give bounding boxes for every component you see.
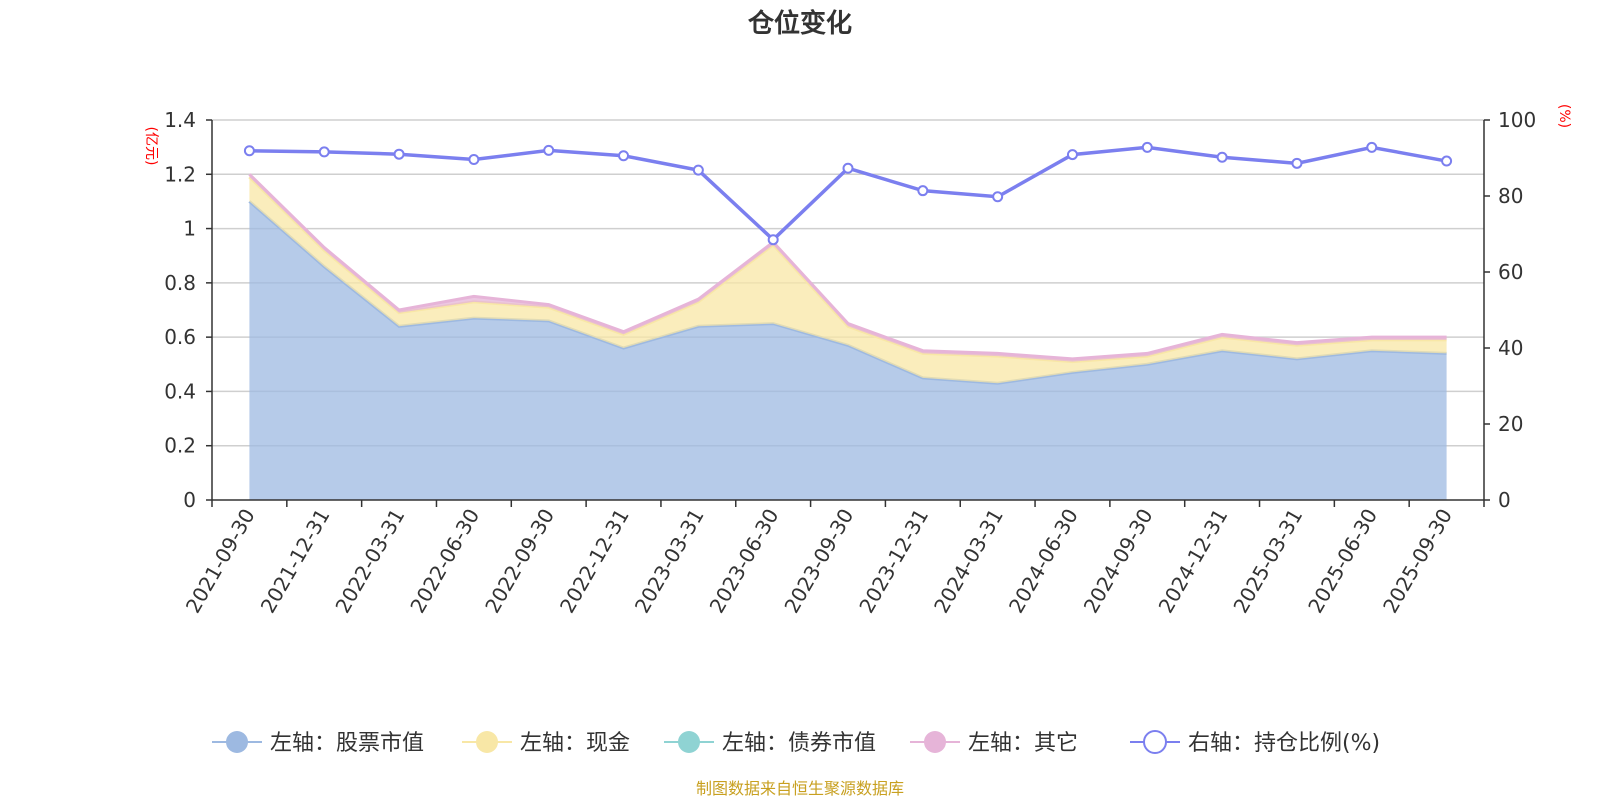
right-axis-label: 0	[1498, 488, 1511, 512]
left-axis-label: 1	[183, 217, 196, 241]
holding-ratio-point	[767, 234, 779, 246]
x-axis-label: 2023-09-30	[779, 505, 858, 618]
x-axis-label: 2025-09-30	[1378, 505, 1457, 618]
legend-label: 右轴：持仓比例(%)	[1188, 731, 1380, 756]
legend: 左轴：股票市值 左轴：现金 左轴：债券市值 左轴：其它 右轴：持仓比例(%)	[212, 730, 1380, 756]
x-axis-label: 2024-12-31	[1154, 505, 1233, 618]
holding-ratio-point	[917, 185, 929, 197]
x-axis-label: 2024-06-30	[1004, 505, 1083, 618]
holding-ratio-point	[1216, 151, 1228, 163]
legend-marker	[924, 731, 946, 753]
x-axis-label: 2022-12-31	[555, 505, 634, 618]
x-axis-label: 2023-12-31	[854, 504, 933, 617]
left-axis-label: 1.2	[164, 162, 196, 186]
right-axis-label: 60	[1498, 260, 1523, 284]
x-axis-label: 2022-09-30	[480, 505, 559, 618]
left-axis-label: 1.4	[164, 108, 196, 132]
holding-ratio-point	[992, 191, 1004, 203]
legend-label: 左轴：其它	[968, 731, 1078, 756]
legend-marker	[678, 731, 700, 753]
x-axis-label: 2022-03-31	[330, 505, 409, 618]
holding-ratio-point	[1066, 149, 1078, 161]
legend-marker	[476, 731, 498, 753]
x-axis-label: 2023-03-31	[630, 505, 709, 618]
holding-ratio-line	[249, 145, 1447, 243]
holding-ratio-point	[393, 148, 405, 160]
holding-ratio-point	[1366, 141, 1378, 153]
area-0	[249, 201, 1447, 500]
area-1	[249, 177, 1447, 384]
right-axis-label: 80	[1498, 184, 1523, 208]
holding-ratio-point	[1441, 155, 1453, 167]
x-axis-label: 2025-06-30	[1303, 505, 1382, 618]
legend-marker	[1143, 730, 1167, 754]
holding-ratio-point	[1141, 141, 1153, 153]
x-axis-label: 2022-06-30	[405, 504, 484, 617]
chart-title: 仓位变化	[747, 8, 852, 39]
x-axis-label: 2025-03-31	[1228, 505, 1307, 618]
x-axis-label: 2023-06-30	[705, 505, 784, 618]
holding-ratio-point	[618, 150, 630, 162]
left-axis-label: 0	[183, 488, 196, 512]
left-axis-label: 0.6	[164, 325, 196, 349]
area-line-3	[248, 173, 1447, 361]
right-axis-label: 40	[1498, 336, 1523, 360]
holding-ratio-point	[1291, 157, 1303, 169]
left-axis-label: 0.2	[164, 434, 196, 458]
source-note: 制图数据来自恒生聚源数据库	[696, 779, 904, 798]
holding-ratio-point	[243, 145, 255, 157]
holding-ratio-series	[243, 141, 1453, 246]
left-axis-unit: (亿元)	[143, 127, 159, 166]
legend-label: 左轴：股票市值	[270, 731, 424, 756]
holding-ratio-point	[543, 144, 555, 156]
x-axis-label: 2021-09-30	[181, 505, 260, 618]
holding-ratio-point	[318, 146, 330, 158]
stacked-areas	[248, 173, 1447, 500]
legend-label: 左轴：现金	[520, 731, 630, 756]
holding-ratio-point	[842, 162, 854, 174]
right-axis-label: 20	[1498, 412, 1523, 436]
right-axis-label: 100	[1498, 108, 1536, 132]
x-axis-label: 2021-12-31	[256, 505, 335, 618]
x-axis-label: 2024-09-30	[1079, 505, 1158, 618]
right-axis-unit: (%)	[1556, 104, 1572, 128]
holding-ratio-point	[468, 154, 480, 166]
legend-marker	[226, 731, 248, 753]
holding-ratio-point	[692, 164, 704, 176]
left-axis-label: 0.4	[164, 379, 196, 403]
x-axis-label: 2024-03-31	[929, 504, 1008, 617]
legend-label: 左轴：债券市值	[722, 731, 876, 756]
left-axis-label: 0.8	[164, 271, 196, 295]
